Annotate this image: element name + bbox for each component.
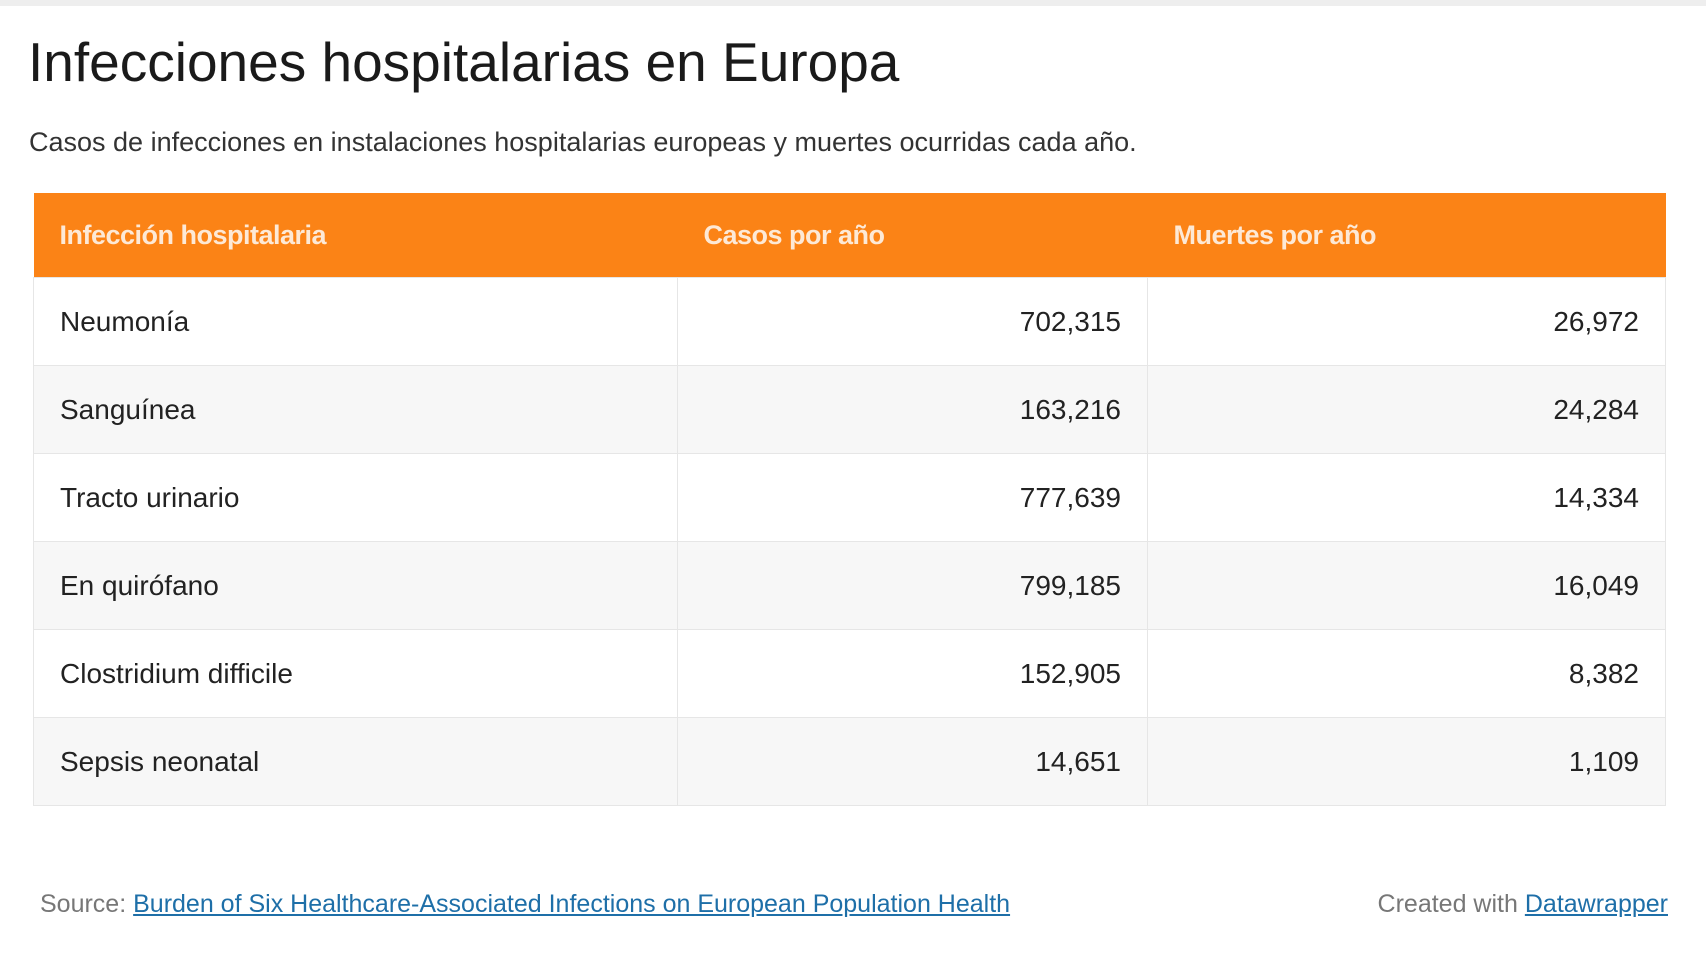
cell-deaths: 24,284: [1147, 365, 1666, 454]
source-label: Source:: [40, 890, 127, 918]
cell-deaths: 14,334: [1147, 453, 1666, 542]
header-infection[interactable]: Infección hospitalaria: [33, 193, 678, 278]
created-label: Created with: [1377, 890, 1518, 918]
cell-infection: Sepsis neonatal: [33, 717, 678, 806]
data-table: Infección hospitalaria Casos por año Mue…: [33, 193, 1666, 806]
table-row: Sepsis neonatal 14,651 1,109: [33, 717, 1666, 806]
header-cases[interactable]: Casos por año: [677, 193, 1148, 278]
cell-infection: Clostridium difficile: [33, 629, 678, 718]
table-row: Clostridium difficile 152,905 8,382: [33, 629, 1666, 718]
table-row: Sanguínea 163,216 24,284: [33, 365, 1666, 454]
source-link[interactable]: Burden of Six Healthcare-Associated Infe…: [133, 890, 1011, 918]
cell-deaths: 1,109: [1147, 717, 1666, 806]
cell-deaths: 26,972: [1147, 277, 1666, 366]
top-border: [0, 0, 1706, 6]
cell-cases: 163,216: [677, 365, 1148, 454]
cell-cases: 777,639: [677, 453, 1148, 542]
cell-cases: 799,185: [677, 541, 1148, 630]
table-row: En quirófano 799,185 16,049: [33, 541, 1666, 630]
source-note: Source: Burden of Six Healthcare-Associa…: [40, 890, 1010, 919]
cell-cases: 702,315: [677, 277, 1148, 366]
subtitle: Casos de infecciones en instalaciones ho…: [29, 127, 1137, 157]
header-deaths[interactable]: Muertes por año: [1147, 193, 1666, 278]
cell-deaths: 16,049: [1147, 541, 1666, 630]
datawrapper-link[interactable]: Datawrapper: [1524, 890, 1668, 918]
cell-infection: Neumonía: [33, 277, 678, 366]
cell-deaths: 8,382: [1147, 629, 1666, 718]
header-row: Infección hospitalaria Casos por año Mue…: [33, 193, 1666, 278]
page-title: Infecciones hospitalarias en Europa: [28, 31, 900, 93]
cell-cases: 14,651: [677, 717, 1148, 806]
cell-infection: Sanguínea: [33, 365, 678, 454]
table-row: Tracto urinario 777,639 14,334: [33, 453, 1666, 542]
cell-infection: En quirófano: [33, 541, 678, 630]
cell-infection: Tracto urinario: [33, 453, 678, 542]
cell-cases: 152,905: [677, 629, 1148, 718]
credit-note: Created with Datawrapper: [1378, 890, 1668, 919]
table-row: Neumonía 702,315 26,972: [33, 277, 1666, 366]
